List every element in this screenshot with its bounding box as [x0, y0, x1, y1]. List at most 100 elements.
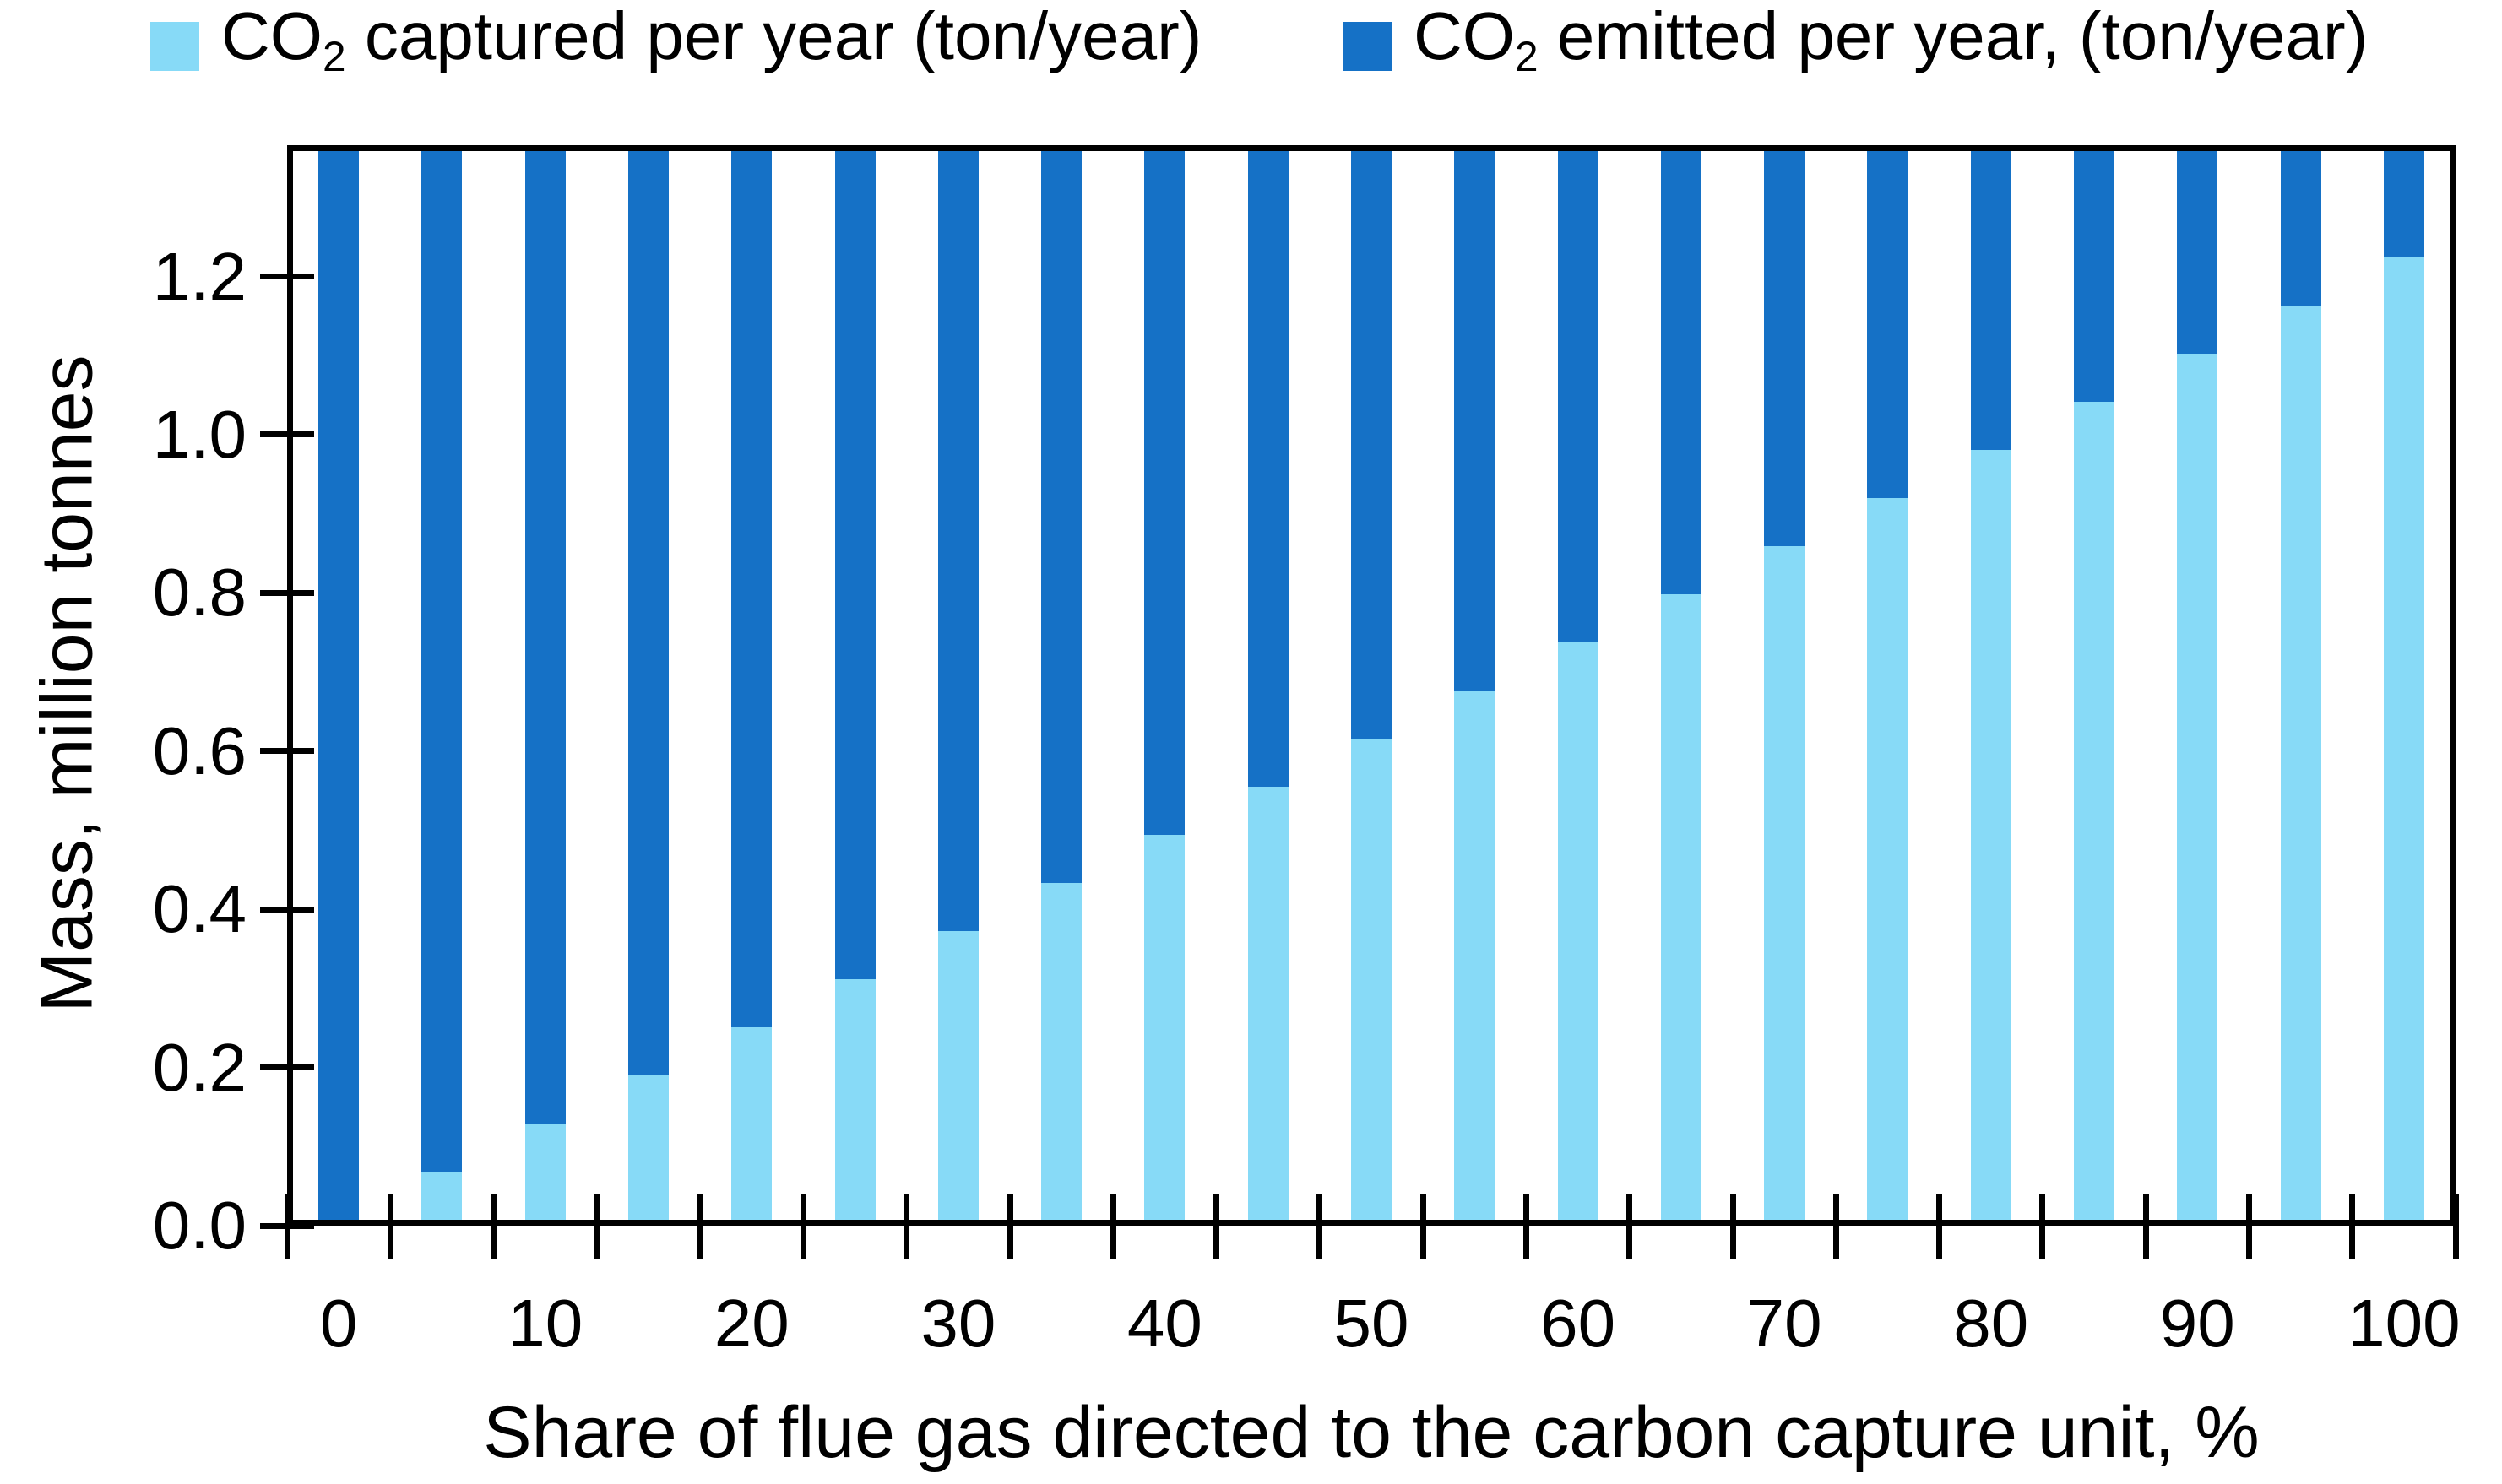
stacked-bar-65pct	[1660, 151, 1701, 1220]
bar-segment-emitted	[1247, 151, 1289, 788]
x-axis-tick-label: 30	[920, 1286, 996, 1361]
bar-segment-captured	[1867, 498, 1908, 1220]
x-axis-tick	[594, 1194, 600, 1259]
x-axis-tick	[697, 1194, 703, 1259]
stacked-bar-80pct	[1970, 151, 2011, 1220]
x-axis-tick	[1729, 1194, 1736, 1259]
bar-segment-captured	[1660, 594, 1701, 1220]
x-axis-tick	[284, 1194, 290, 1259]
legend-label-emitted: CO2 emitted per year, (ton/year)	[1414, 0, 2369, 80]
x-axis-tick	[2142, 1194, 2149, 1259]
x-axis-tick-label: 80	[1953, 1286, 2029, 1361]
bar-segment-emitted	[834, 151, 876, 980]
x-axis-tick-label: 20	[714, 1286, 790, 1361]
y-axis-tick	[260, 589, 314, 596]
bar-segment-emitted	[1660, 151, 1701, 595]
y-axis-tick-label: 0.4	[152, 871, 247, 947]
bar-segment-emitted	[1867, 151, 1908, 499]
bar-segment-emitted	[2177, 151, 2218, 355]
y-axis-tick-label: 1.2	[152, 238, 247, 314]
stacked-bar-100pct	[2383, 151, 2424, 1220]
stacked-bar-60pct	[1557, 151, 1598, 1220]
stacked-bar-0pct	[318, 151, 360, 1220]
x-axis-tick	[1419, 1194, 1426, 1259]
bar-segment-emitted	[1041, 151, 1083, 884]
stacked-bar-25pct	[834, 151, 876, 1220]
y-axis-tick	[260, 274, 314, 280]
x-axis-tick-label: 100	[2347, 1286, 2461, 1361]
bar-segment-captured	[937, 931, 979, 1220]
bar-segment-emitted	[1351, 151, 1392, 739]
bar-segment-captured	[1454, 691, 1495, 1220]
y-axis-tick	[260, 906, 314, 913]
stacked-bar-50pct	[1351, 151, 1392, 1220]
stacked-bar-20pct	[731, 151, 773, 1220]
bar-segment-emitted	[2074, 151, 2114, 403]
bar-segment-emitted	[937, 151, 979, 932]
bar-segment-captured	[524, 1124, 566, 1220]
bar-segment-emitted	[731, 151, 773, 1028]
legend-label-captured: CO2 captured per year (ton/year)	[221, 0, 1202, 80]
x-axis-tick	[491, 1194, 497, 1259]
stacked-bar-5pct	[421, 151, 463, 1220]
y-axis-tick-label: 0.0	[152, 1188, 247, 1263]
y-axis-tick	[260, 431, 314, 438]
stacked-bar-40pct	[1144, 151, 1186, 1220]
x-axis-tick-label: 40	[1126, 1286, 1202, 1361]
stacked-bar-70pct	[1764, 151, 1805, 1220]
stacked-bar-55pct	[1454, 151, 1495, 1220]
x-axis-tick	[2039, 1194, 2046, 1259]
bar-segment-captured	[2177, 354, 2218, 1220]
captured-series-swatch	[150, 22, 199, 71]
x-axis-tick-label: 10	[507, 1286, 583, 1361]
emitted-series-swatch	[1343, 22, 1392, 71]
x-axis-tick	[2245, 1194, 2252, 1259]
x-axis-tick-label: 90	[2159, 1286, 2235, 1361]
bar-segment-emitted	[421, 151, 463, 1173]
x-axis-tick	[2452, 1194, 2459, 1259]
x-axis-tick	[1832, 1194, 1839, 1259]
stacked-bar-95pct	[2280, 151, 2321, 1220]
x-axis-tick	[1316, 1194, 1323, 1259]
stacked-bar-30pct	[937, 151, 979, 1220]
x-axis-tick-label: 50	[1333, 1286, 1409, 1361]
bar-segment-emitted	[318, 151, 360, 1220]
y-axis-tick	[260, 1064, 314, 1071]
legend-item-captured: CO2 captured per year (ton/year)	[150, 0, 1202, 84]
y-axis-tick-label: 0.6	[152, 712, 247, 788]
bar-segment-emitted	[1557, 151, 1598, 643]
stacked-bar-90pct	[2177, 151, 2218, 1220]
bar-segment-emitted	[628, 151, 669, 1076]
bar-segment-captured	[2280, 306, 2321, 1220]
plot-area	[287, 145, 2456, 1226]
y-axis-tick-label: 0.2	[152, 1029, 247, 1105]
bar-segment-emitted	[2280, 151, 2321, 306]
bar-segment-emitted	[1454, 151, 1495, 691]
y-axis-tick-label: 1.0	[152, 396, 247, 472]
x-axis-tick	[1007, 1194, 1013, 1259]
bar-segment-captured	[1144, 835, 1186, 1220]
x-axis-tick	[1936, 1194, 1943, 1259]
bar-segment-captured	[731, 1027, 773, 1220]
y-axis-tick	[260, 748, 314, 755]
bar-segment-captured	[2074, 402, 2114, 1220]
bar-segment-captured	[1764, 546, 1805, 1220]
x-axis-tick	[800, 1194, 806, 1259]
stacked-bar-15pct	[628, 151, 669, 1220]
bar-segment-captured	[2383, 257, 2424, 1220]
stacked-bar-45pct	[1247, 151, 1289, 1220]
bar-segment-captured	[834, 979, 876, 1220]
bar-segment-emitted	[1970, 151, 2011, 451]
x-axis-tick-label: 70	[1746, 1286, 1822, 1361]
legend-item-emitted: CO2 emitted per year, (ton/year)	[1343, 0, 2368, 84]
bar-segment-emitted	[2383, 151, 2424, 258]
stacked-bar-35pct	[1041, 151, 1083, 1220]
x-axis-tick	[2349, 1194, 2356, 1259]
stacked-bar-10pct	[524, 151, 566, 1220]
bar-segment-captured	[1557, 642, 1598, 1220]
y-axis-tick-label: 0.8	[152, 555, 247, 631]
bar-segment-captured	[628, 1075, 669, 1220]
x-axis-tick	[1213, 1194, 1220, 1259]
bar-segment-emitted	[524, 151, 566, 1124]
